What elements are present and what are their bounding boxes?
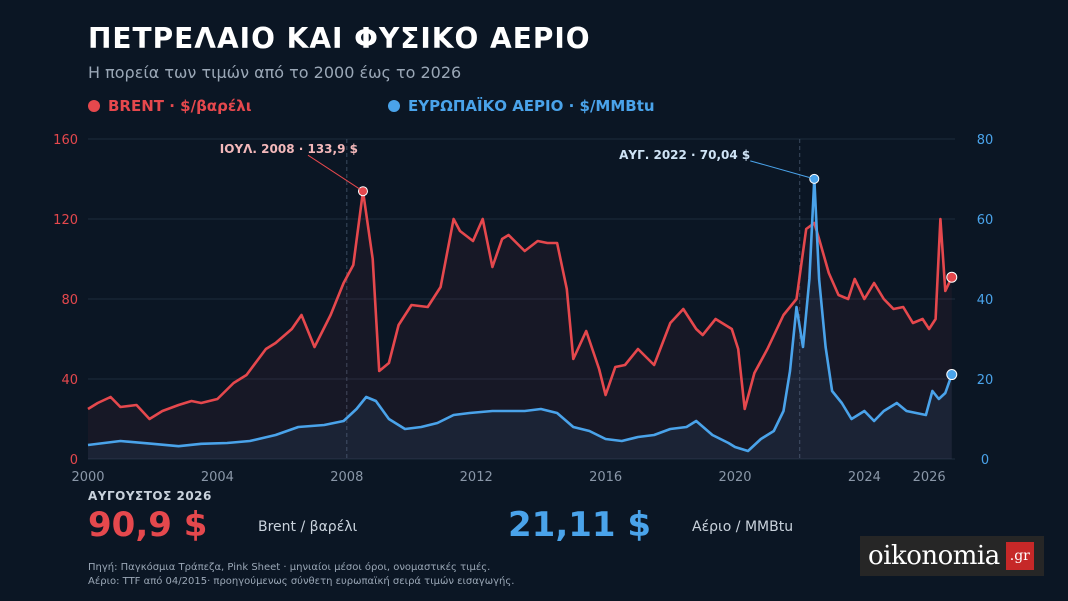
summary-date-label: ΑΥΓΟΥΣΤΟΣ 2026 xyxy=(88,489,212,503)
oikonomia-logo[interactable]: oikonomia .gr xyxy=(860,536,1044,576)
x-tick-label: 2016 xyxy=(589,470,622,485)
y-right-tick-label: 40 xyxy=(977,293,994,308)
gas-line xyxy=(87,177,954,453)
gas-end-point xyxy=(946,369,958,381)
logo-text: oikonomia xyxy=(868,541,1000,571)
y-right-tick-label: 80 xyxy=(977,133,994,148)
y-left-tick-label: 40 xyxy=(61,373,78,388)
annotation-leader xyxy=(750,160,815,180)
x-tick-label: 2000 xyxy=(71,470,104,485)
x-tick-label: 2008 xyxy=(330,470,363,485)
annotation-leader xyxy=(307,154,364,192)
annotation-label: ΙΟΥΛ. 2008 · 133,9 $ xyxy=(220,142,358,156)
y-right-tick-label: 20 xyxy=(977,373,994,388)
x-tick-label: 2012 xyxy=(460,470,493,485)
brent-end-point xyxy=(946,271,958,283)
legend-brent: BRENT · $/βαρέλι xyxy=(88,97,252,115)
gas-unit-label: Αέριο / MMBtu xyxy=(692,519,794,535)
gas-current-value: 21,11 $ xyxy=(508,505,652,545)
annotation-label: ΑΥΓ. 2022 · 70,04 $ xyxy=(619,148,750,162)
source-note-2: Αέριο: TTF από 04/2015· προηγούμενως σύν… xyxy=(88,576,515,587)
x-tick-label: 2004 xyxy=(201,470,234,485)
x-tick-label: 2026 xyxy=(913,470,946,485)
brent-legend-dot xyxy=(88,100,100,112)
y-left-tick-label: 80 xyxy=(61,293,78,308)
legend-gas: ΕΥΡΩΠΑΪΚΟ ΑΕΡΙΟ · $/MMBtu xyxy=(388,97,655,115)
page-title: ΠΕΤΡΕΛΑΙΟ ΚΑΙ ΦΥΣΙΚΟ ΑΕΡΙΟ xyxy=(88,22,591,55)
x-tick-label: 2020 xyxy=(718,470,751,485)
y-right-tick-label: 60 xyxy=(977,213,994,228)
gas-legend-dot xyxy=(388,100,400,112)
y-left-tick-label: 0 xyxy=(70,453,78,468)
brent-line xyxy=(87,189,953,421)
brent-unit-label: Brent / βαρέλι xyxy=(258,519,358,535)
brent-current-value: 90,9 $ xyxy=(88,505,208,545)
legend-brent-label: BRENT · $/βαρέλι xyxy=(108,97,252,115)
y-right-tick-label: 0 xyxy=(981,453,989,468)
gas-area xyxy=(88,178,952,460)
logo-tld: .gr xyxy=(1005,542,1034,570)
x-tick-label: 2024 xyxy=(848,470,881,485)
y-left-tick-label: 120 xyxy=(53,213,78,228)
y-left-tick-label: 160 xyxy=(53,133,78,148)
brent-area xyxy=(88,191,952,459)
source-note-1: Πηγή: Παγκόσμια Τράπεζα, Pink Sheet · μη… xyxy=(88,562,491,573)
legend-gas-label: ΕΥΡΩΠΑΪΚΟ ΑΕΡΙΟ · $/MMBtu xyxy=(408,97,655,115)
page-subtitle: Η πορεία των τιμών από το 2000 έως το 20… xyxy=(88,63,462,82)
